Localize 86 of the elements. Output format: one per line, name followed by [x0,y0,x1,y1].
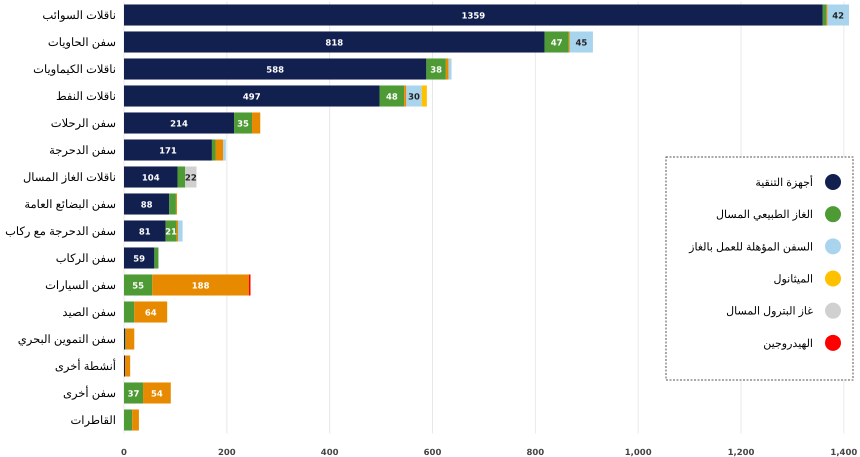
y-tick-label: ناقلات السوائب [42,10,116,22]
data-label: 1359 [462,12,486,22]
data-label: 35 [237,120,250,130]
bar [143,382,171,404]
data-label: 104 [142,174,160,184]
x-tick-label: 1,000 [624,448,652,457]
y-tick-label: سفن الحاويات [48,37,116,49]
y-tick-label: ناقلات الغاز المسال [22,172,116,184]
bar [124,112,234,134]
x-tick-label: 1,400 [830,448,858,457]
legend-label: غاز البترول المسال [726,306,814,318]
x-tick-label: 1,200 [728,448,755,457]
bar [216,139,224,161]
data-label: 88 [140,200,153,210]
bar [125,355,130,377]
data-label: 55 [132,282,144,292]
bar [124,139,212,161]
data-label: 64 [144,308,157,318]
legend-label: السفن المؤهلة للعمل بالغاز [688,241,813,254]
data-label: 54 [150,390,163,400]
bar [154,247,158,269]
bar [223,139,226,161]
bar [126,328,134,350]
legend-label: الهيدروجين [763,338,813,350]
data-label: 22 [184,174,197,184]
bar [152,274,249,296]
bar [124,409,132,431]
data-label: 48 [386,92,398,102]
data-label: 30 [408,92,420,102]
x-tick-label: 800 [526,448,544,457]
data-label: 38 [430,66,442,76]
bar [446,58,448,80]
bar [124,58,426,80]
bar [124,301,134,323]
data-label: 81 [138,228,151,238]
data-label: 818 [325,38,344,48]
x-tick-label: 600 [424,448,442,457]
bar [124,4,823,26]
bar [544,31,569,53]
bar [177,166,186,188]
data-label: 42 [832,12,844,22]
bar [134,301,168,323]
y-tick-label: سفن الدحرجة مع ركاب [5,226,116,238]
bar [124,166,178,188]
x-tick-label: 200 [218,448,236,457]
x-tick-label: 0 [121,448,128,457]
legend-label: الغاز الطبيعي المسال [716,209,813,222]
bar [252,112,260,134]
data-label: 21 [165,228,178,238]
data-label: 497 [242,92,261,102]
bar [822,4,826,26]
data-label: 37 [128,390,140,400]
data-label: 188 [192,282,210,292]
y-tick-label: القاطرات [70,415,116,427]
legend-label: الميثانول [774,274,813,286]
bar [124,85,380,107]
bar [132,409,139,431]
y-tick-label: سفن الرحلات [50,118,116,130]
bar [212,139,216,161]
x-tick-label: 400 [320,448,339,457]
data-label: 171 [159,146,177,156]
bar [124,247,154,269]
data-label: 47 [550,38,563,48]
bar [124,31,545,53]
y-tick-label: سفن البضائع العامة [24,199,116,211]
data-label: 588 [266,66,284,76]
y-tick-label: سفن الدحرجة [49,145,116,157]
bar [422,85,427,107]
data-label: 45 [575,38,588,48]
bar [178,220,183,242]
bar [448,58,452,80]
data-label: 214 [170,120,188,130]
y-tick-label: سفن التموين البحري [18,334,116,346]
y-tick-label: أنشطة أخرى [54,358,116,373]
y-tick-label: سفن الركاب [56,253,116,265]
y-tick-label: سفن السيارات [45,280,116,292]
y-tick-label: ناقلات الكيماويات [33,64,116,76]
bar [124,193,170,215]
bar [124,274,152,296]
bar [169,193,176,215]
y-tick-label: سفن الصيد [62,307,116,319]
y-tick-label: ناقلات النفط [56,91,116,103]
y-tick-label: سفن أخرى [62,385,116,400]
data-label: 59 [133,254,146,264]
bar [124,220,166,242]
legend-label: أجهزة التنقية [755,175,813,189]
